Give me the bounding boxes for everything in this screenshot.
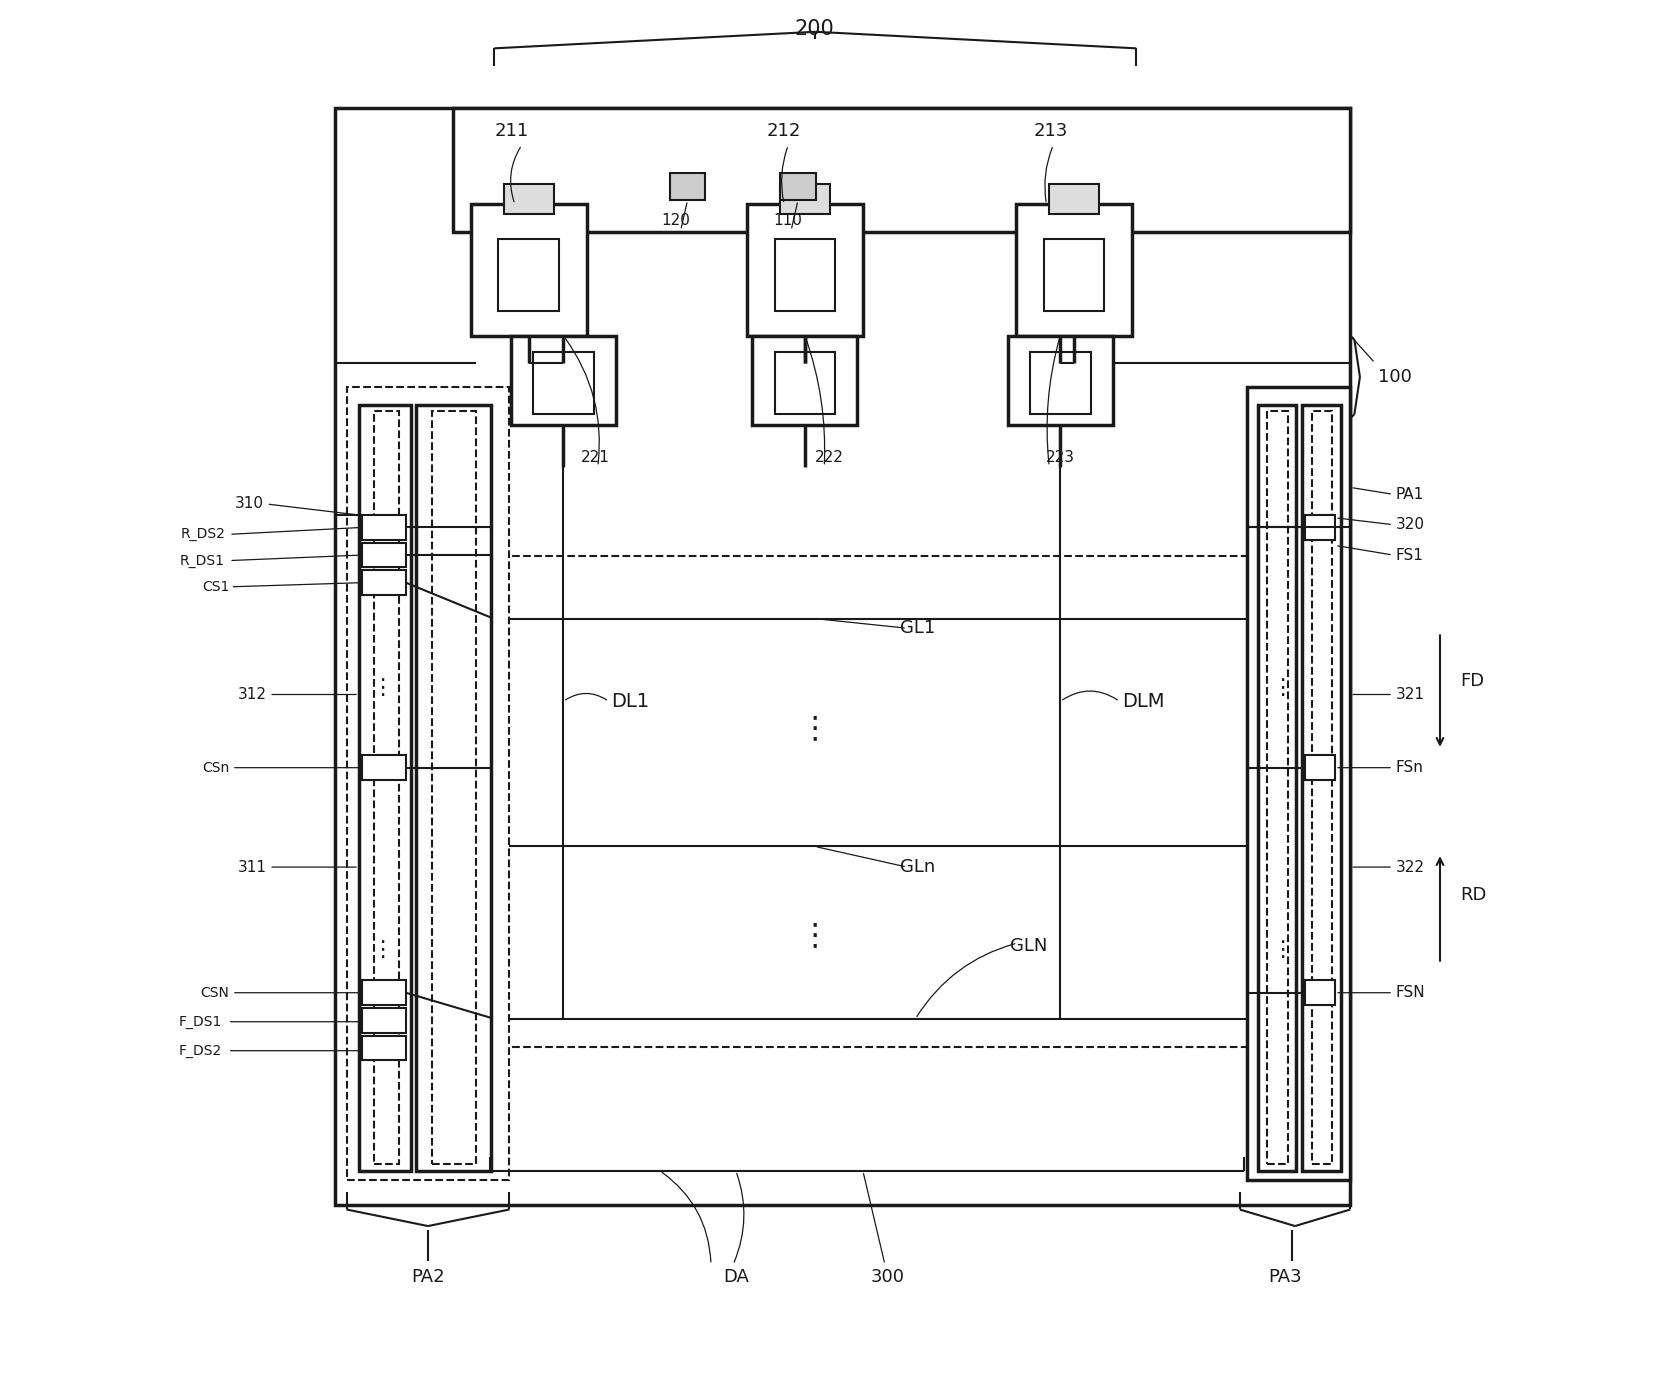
Text: 110: 110 bbox=[772, 214, 802, 228]
Bar bbox=[361, 543, 406, 568]
Bar bbox=[498, 239, 559, 311]
Bar bbox=[374, 411, 399, 1164]
Bar bbox=[334, 108, 1350, 1206]
Bar bbox=[361, 571, 406, 594]
Bar bbox=[453, 108, 1350, 232]
Bar bbox=[747, 204, 862, 336]
Text: GL1: GL1 bbox=[900, 619, 935, 638]
Bar bbox=[532, 351, 594, 414]
Bar bbox=[361, 1008, 406, 1033]
Text: FSN: FSN bbox=[1394, 985, 1424, 1000]
Bar bbox=[1030, 351, 1090, 414]
Text: 212: 212 bbox=[767, 122, 800, 140]
Bar bbox=[774, 351, 835, 414]
Bar bbox=[361, 1036, 406, 1060]
Text: 312: 312 bbox=[238, 688, 266, 701]
Bar bbox=[1301, 404, 1340, 1171]
Bar bbox=[669, 172, 706, 200]
Text: 200: 200 bbox=[794, 19, 834, 39]
Text: 211: 211 bbox=[494, 122, 529, 140]
Text: DL1: DL1 bbox=[611, 692, 649, 711]
Text: 321: 321 bbox=[1394, 688, 1424, 701]
Text: ⋮: ⋮ bbox=[799, 922, 829, 950]
Text: FS1: FS1 bbox=[1394, 547, 1423, 563]
Text: PA1: PA1 bbox=[1394, 486, 1423, 501]
Bar bbox=[779, 172, 815, 200]
Text: 120: 120 bbox=[661, 214, 691, 228]
Text: 221: 221 bbox=[581, 450, 609, 464]
Text: ⋮: ⋮ bbox=[799, 714, 829, 743]
Text: R_DS1: R_DS1 bbox=[180, 554, 225, 568]
Bar bbox=[359, 404, 411, 1171]
Text: CSn: CSn bbox=[201, 761, 230, 775]
Text: 213: 213 bbox=[1033, 122, 1067, 140]
Text: 300: 300 bbox=[870, 1268, 904, 1286]
Text: FD: FD bbox=[1459, 672, 1484, 690]
Bar bbox=[504, 183, 552, 214]
Bar bbox=[416, 404, 491, 1171]
Text: DLM: DLM bbox=[1122, 692, 1165, 711]
Bar bbox=[471, 204, 586, 336]
Text: 222: 222 bbox=[815, 450, 844, 464]
Text: PA3: PA3 bbox=[1268, 1268, 1301, 1286]
Bar bbox=[511, 336, 616, 425]
Bar bbox=[1015, 204, 1132, 336]
Text: FSn: FSn bbox=[1394, 760, 1423, 775]
Bar bbox=[1246, 386, 1350, 1181]
Bar bbox=[361, 981, 406, 1006]
Bar bbox=[774, 239, 835, 311]
Text: DA: DA bbox=[722, 1268, 749, 1286]
Bar bbox=[1305, 515, 1335, 540]
Text: 223: 223 bbox=[1045, 450, 1075, 464]
Bar bbox=[361, 515, 406, 540]
Text: RD: RD bbox=[1459, 886, 1486, 904]
Text: GLn: GLn bbox=[900, 858, 935, 876]
Text: 100: 100 bbox=[1378, 368, 1411, 386]
Text: CS1: CS1 bbox=[201, 579, 230, 594]
Text: ⋮: ⋮ bbox=[371, 678, 393, 697]
Text: 322: 322 bbox=[1394, 860, 1424, 875]
Bar bbox=[1007, 336, 1112, 425]
Bar bbox=[1256, 404, 1296, 1171]
Text: 311: 311 bbox=[238, 860, 266, 875]
Bar bbox=[1266, 411, 1288, 1164]
Text: 320: 320 bbox=[1394, 517, 1424, 532]
Text: F_DS1: F_DS1 bbox=[178, 1015, 221, 1029]
Text: ⋮: ⋮ bbox=[371, 940, 393, 960]
Text: GLN: GLN bbox=[1010, 936, 1047, 954]
Text: 310: 310 bbox=[235, 496, 263, 511]
Text: ⋮: ⋮ bbox=[1271, 678, 1293, 697]
Text: PA2: PA2 bbox=[411, 1268, 444, 1286]
Bar bbox=[433, 411, 476, 1164]
Bar bbox=[1311, 411, 1331, 1164]
Bar bbox=[346, 386, 509, 1181]
Text: F_DS2: F_DS2 bbox=[180, 1043, 221, 1057]
Text: R_DS2: R_DS2 bbox=[180, 528, 225, 542]
Bar bbox=[361, 756, 406, 781]
Bar bbox=[779, 183, 829, 214]
Bar bbox=[752, 336, 857, 425]
Text: CSN: CSN bbox=[200, 986, 230, 1000]
Bar bbox=[1305, 981, 1335, 1006]
Bar bbox=[1043, 239, 1103, 311]
Bar bbox=[1305, 756, 1335, 781]
Bar bbox=[1048, 183, 1098, 214]
Text: ⋮: ⋮ bbox=[1271, 940, 1293, 960]
